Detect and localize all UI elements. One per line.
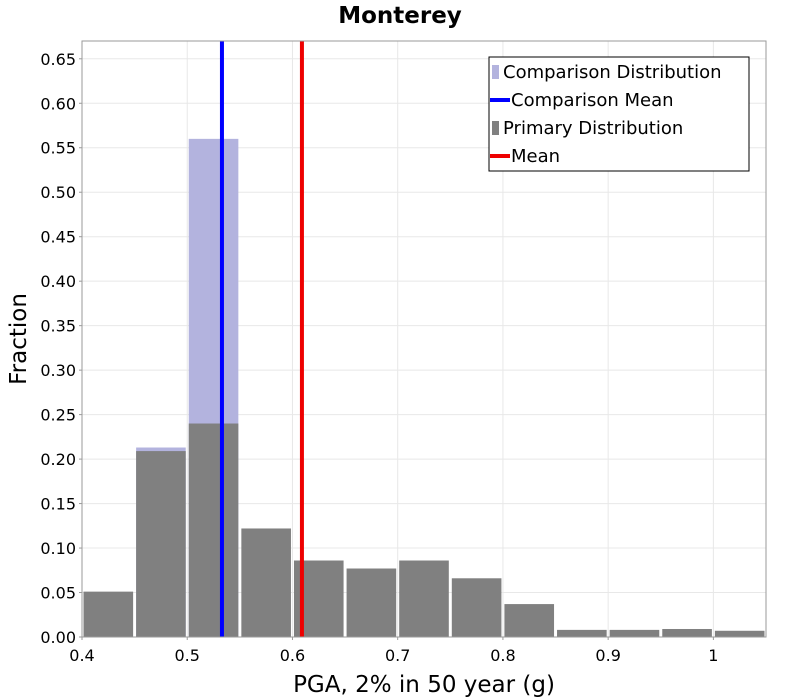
x-tick-label: 0.8 <box>490 646 515 665</box>
legend-label-3: Primary Distribution <box>503 118 683 139</box>
x-tick-label: 0.5 <box>175 646 200 665</box>
y-tick-label: 0.65 <box>40 50 76 69</box>
y-axis-title: Fraction <box>6 293 32 385</box>
primary-bar <box>83 591 134 637</box>
legend-label-1: Comparison Distribution <box>503 62 722 83</box>
x-tick-label: 0.7 <box>385 646 410 665</box>
y-axis-ticks: 0.00 0.05 0.10 0.15 0.20 0.25 0.30 0.35 0.40 0.45… <box>40 50 82 647</box>
legend-box <box>488 56 750 172</box>
legend-swatch-1 <box>492 65 499 79</box>
y-tick-label: 0.40 <box>40 272 76 291</box>
primary-bar <box>136 451 186 637</box>
primary-bar <box>504 604 555 637</box>
y-tick-label: 0.25 <box>40 406 76 425</box>
chart-title: Monterey <box>338 3 462 29</box>
legend-swatch-3 <box>492 121 499 135</box>
y-tick-label: 0.30 <box>40 361 76 380</box>
y-tick-label: 0.55 <box>40 139 76 158</box>
x-tick-label: 0.9 <box>595 646 620 665</box>
y-tick-label: 0.00 <box>40 628 76 647</box>
x-axis-ticks: 0.4 0.5 0.6 0.7 0.8 0.9 1 <box>69 637 718 665</box>
y-tick-label: 0.50 <box>40 183 76 202</box>
primary-bar <box>451 578 502 637</box>
x-tick-label: 1 <box>708 646 718 665</box>
y-tick-label: 0.45 <box>40 228 76 247</box>
legend-label-4: Mean <box>511 146 560 167</box>
legend: Comparison Distribution Comparison Mean Pr… <box>488 56 750 172</box>
y-tick-label: 0.15 <box>40 495 76 514</box>
primary-bar <box>714 630 765 637</box>
primary-bar <box>346 568 397 637</box>
x-axis-title: PGA, 2% in 50 year (g) <box>293 672 555 698</box>
primary-bar <box>609 629 660 637</box>
legend-label-2: Comparison Mean <box>511 90 674 111</box>
primary-bar <box>399 560 449 637</box>
y-tick-label: 0.35 <box>40 317 76 336</box>
primary-bar <box>557 629 607 637</box>
primary-bar <box>662 628 712 637</box>
x-tick-label: 0.4 <box>69 646 94 665</box>
y-tick-label: 0.10 <box>40 539 76 558</box>
mean-lines <box>219 41 304 637</box>
primary-bar <box>188 423 239 637</box>
y-tick-label: 0.05 <box>40 584 76 603</box>
primary-bar <box>241 528 291 637</box>
y-tick-label: 0.20 <box>40 450 76 469</box>
plot-frame <box>81 40 767 638</box>
primary-bars <box>83 423 765 637</box>
x-tick-label: 0.6 <box>280 646 305 665</box>
y-tick-label: 0.60 <box>40 94 76 113</box>
